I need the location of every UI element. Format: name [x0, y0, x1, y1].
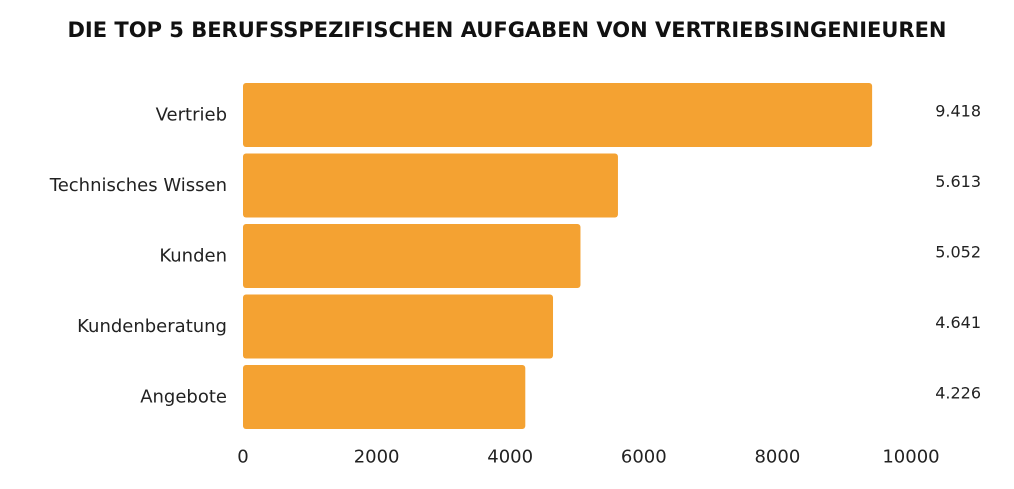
x-tick-label-4000: 4000: [487, 447, 533, 468]
value-label-technisches-wissen: 5.613: [935, 172, 981, 191]
category-label-kunden: Kunden: [159, 246, 227, 267]
bar-vertrieb: [243, 83, 873, 147]
category-label-kundenberatung: Kundenberatung: [77, 316, 227, 337]
x-tick-label-8000: 8000: [754, 447, 800, 468]
value-label-kunden: 5.052: [935, 243, 981, 262]
bar-technisches-wissen: [243, 153, 618, 218]
x-axis-ticks: 0 2000 4000 6000 8000 10000: [237, 447, 939, 468]
category-label-angebote: Angebote: [140, 387, 227, 408]
x-tick-label-0: 0: [237, 447, 248, 468]
value-labels: 9.418 5.613 5.052 4.641 4.226: [935, 102, 981, 403]
x-tick-label-2000: 2000: [354, 447, 400, 468]
bar-kundenberatung: [243, 294, 554, 359]
bars-group: [243, 83, 873, 429]
x-tick-label-10000: 10000: [882, 447, 939, 468]
bar-kunden: [243, 224, 581, 288]
category-label-technisches-wissen: Technisches Wissen: [49, 175, 227, 196]
value-label-kundenberatung: 4.641: [935, 313, 981, 332]
value-label-angebote: 4.226: [935, 384, 981, 403]
bar-angebote: [243, 365, 526, 429]
x-tick-label-6000: 6000: [621, 447, 667, 468]
chart-title: DIE TOP 5 BERUFSSPEZIFISCHEN AUFGABEN VO…: [67, 18, 947, 42]
category-label-vertrieb: Vertrieb: [156, 105, 227, 126]
category-labels: Vertrieb Technisches Wissen Kunden Kundenbe…: [49, 105, 227, 408]
value-label-vertrieb: 9.418: [935, 102, 981, 121]
